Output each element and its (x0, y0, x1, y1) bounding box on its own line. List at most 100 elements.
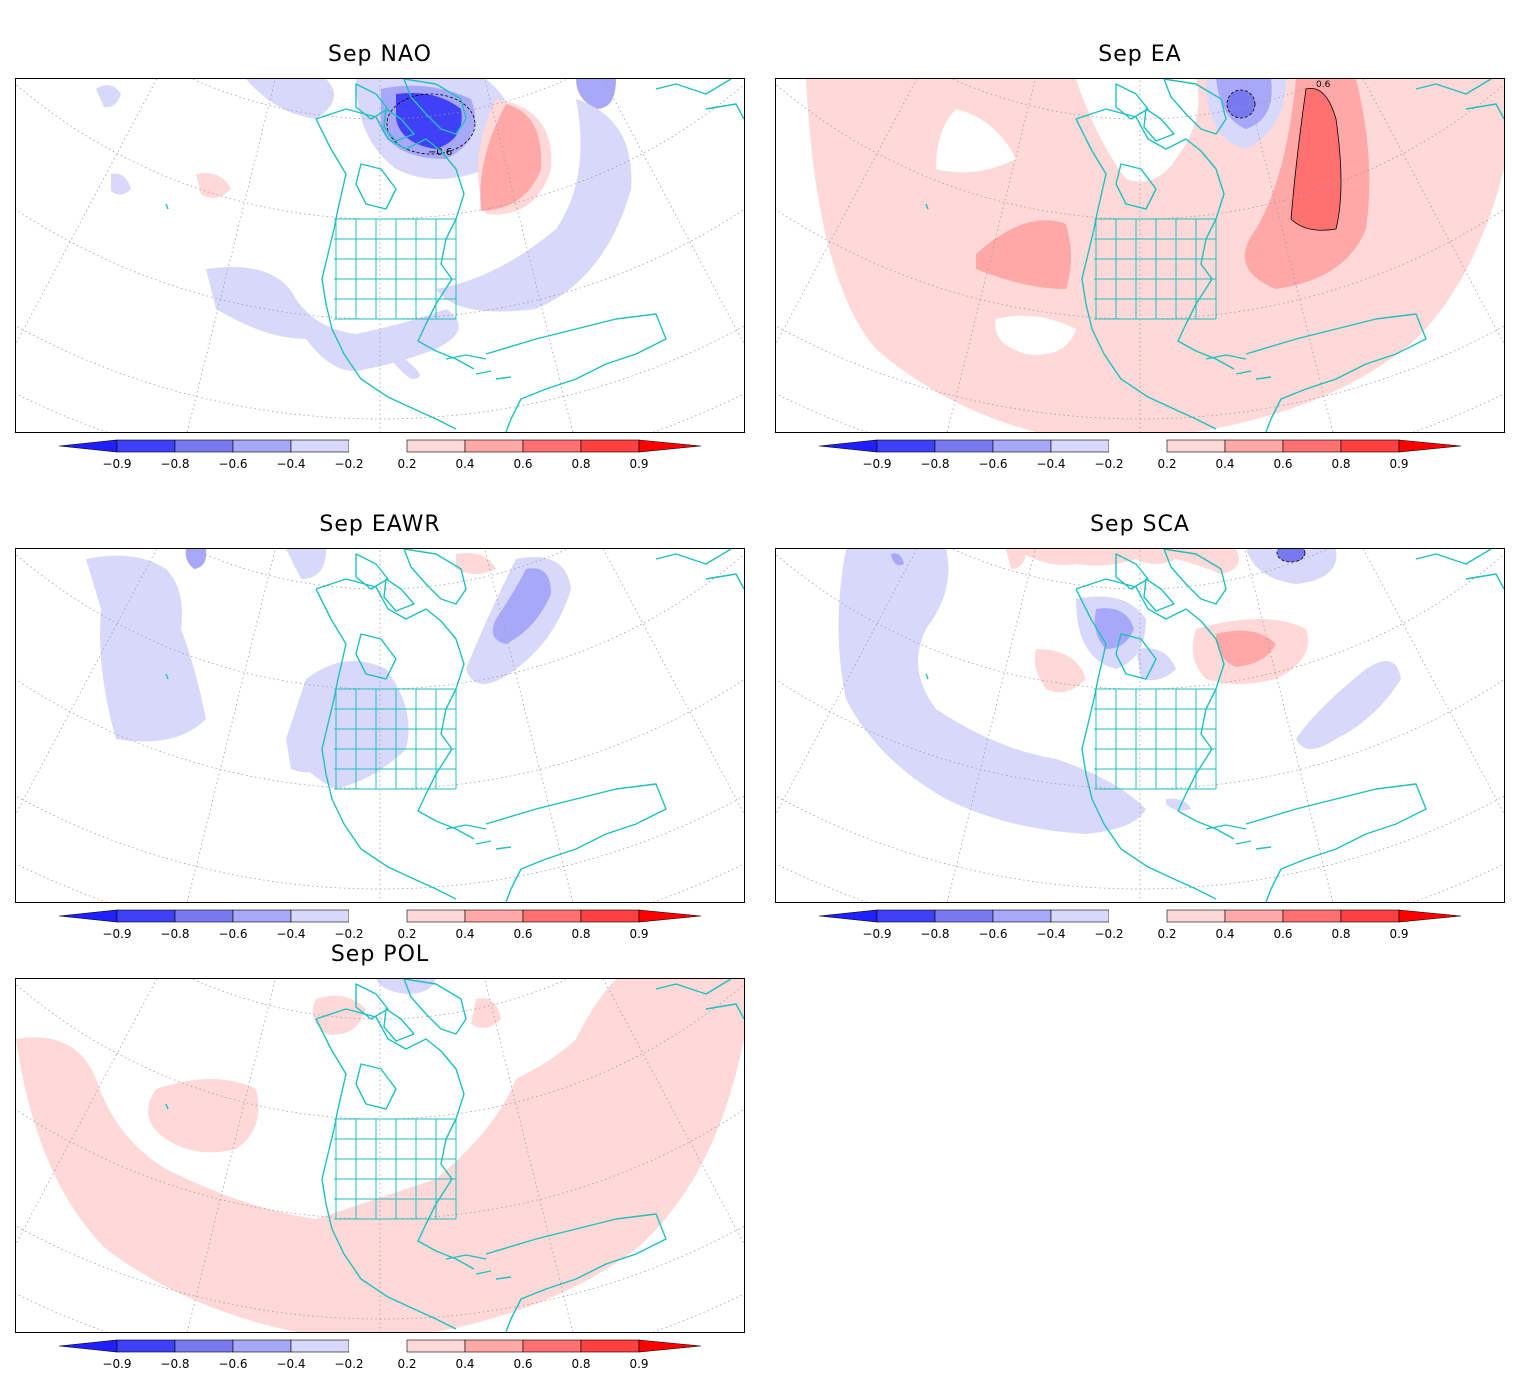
coast-segment (495, 376, 512, 380)
anomaly-region (206, 267, 459, 371)
coast-segment (355, 83, 389, 120)
coastline (165, 549, 744, 902)
coast-segment (475, 370, 492, 375)
panel-nao: Sep NAO −0.6 −0.9 −0.8 −0.6 −0.4 −0.2 0.2 0.4 0… (15, 0, 745, 471)
meridian-line (1389, 549, 1504, 576)
anomaly-region (86, 555, 206, 742)
colorbar-arrow-low (59, 1339, 118, 1353)
map-frame: −0.6 (15, 78, 745, 433)
colorbar-swatch (406, 439, 466, 453)
coast-segment (383, 1008, 415, 1042)
coast-segment (315, 1018, 457, 1330)
anomaly-region (1296, 661, 1401, 749)
state-boundaries (1094, 688, 1217, 790)
colorbar: −0.9 −0.8 −0.6 −0.4 −0.2 0.2 0.4 0.6 0.8 0.9 (819, 909, 1461, 941)
coast-segment (705, 103, 744, 120)
coast-segment (1163, 549, 1227, 605)
near-zero-region (936, 109, 1016, 173)
colorbar-swatch (1340, 439, 1400, 453)
colorbar-tick-label: 0.8 (571, 457, 590, 471)
anomaly-region (1136, 648, 1176, 681)
colorbar-tick-label: −0.4 (1036, 927, 1065, 941)
colorbar-swatch (1166, 909, 1226, 923)
colorbar-tick-label: −0.9 (862, 457, 891, 471)
coast-segment (485, 313, 667, 432)
colorbar-tick-label: 0.4 (455, 1357, 474, 1371)
coast-segment (355, 983, 389, 1020)
coast-segment (1143, 578, 1175, 612)
colorbar-tick-label: 0.2 (397, 457, 416, 471)
meridian-line (186, 549, 276, 902)
coast-segment (315, 118, 457, 430)
colorbar-arrow-high (638, 1339, 701, 1353)
panel-title: Sep SCA (1090, 512, 1190, 537)
anomaly-region (1166, 798, 1191, 811)
coast-segment (1115, 83, 1149, 120)
colorbar-tick-label: −0.2 (334, 1357, 363, 1371)
anomaly-region (376, 979, 436, 994)
near-zero-region (1076, 79, 1199, 182)
near-zero-region (995, 315, 1076, 355)
state-boundaries (334, 688, 457, 790)
meridian-line (1362, 549, 1504, 815)
map-nao: −0.6 (16, 79, 744, 432)
colorbar-tick-label: 0.2 (397, 927, 416, 941)
coast-segment (1075, 588, 1217, 900)
colorbar-swatch (1166, 439, 1226, 453)
coast-segment (1075, 118, 1217, 430)
coast-segment (315, 588, 457, 900)
coast-segment (475, 1270, 492, 1275)
colorbar-tick-label: 0.4 (1215, 927, 1234, 941)
coast-segment (165, 673, 169, 680)
colorbar-tick-label: −0.8 (160, 457, 189, 471)
contour-line (1276, 549, 1306, 563)
graticule (776, 79, 1504, 432)
colorbar-swatch (174, 1339, 234, 1353)
colorbar-tick-label: −0.6 (978, 927, 1007, 941)
anomaly-region (286, 549, 326, 579)
coast-segment (1415, 549, 1492, 565)
colorbar-tick-label: −0.4 (1036, 457, 1065, 471)
state-boundaries (1094, 218, 1217, 320)
map-frame (775, 548, 1505, 903)
graticule (16, 979, 744, 1332)
anomaly-region (185, 549, 207, 569)
panel-title: Sep EAWR (319, 512, 441, 537)
graticule (776, 549, 1504, 902)
colorbar-tick-label: −0.4 (276, 927, 305, 941)
anomaly-region (891, 553, 904, 566)
coast-segment (655, 79, 732, 95)
colorbar-tick-label: −0.6 (978, 457, 1007, 471)
colorbar-tick-label: −0.8 (160, 927, 189, 941)
coast-segment (655, 979, 732, 995)
colorbar-tick-label: 0.6 (513, 927, 532, 941)
colorbar-swatch (464, 1339, 524, 1353)
colorbar-tick-label: 0.6 (1273, 457, 1292, 471)
map-frame: 0.6 (775, 78, 1505, 433)
colorbar-tick-label: 0.2 (1157, 457, 1176, 471)
colorbar-swatch (116, 439, 176, 453)
colorbar-tick-label: −0.4 (276, 1357, 305, 1371)
colorbar-tick-label: 0.9 (629, 927, 648, 941)
coast-segment (403, 549, 467, 605)
colorbar-tick-label: −0.6 (218, 1357, 247, 1371)
coast-segment (1205, 824, 1247, 830)
coast-segment (1465, 573, 1504, 590)
coast-segment (925, 203, 929, 210)
panel-sca: Sep SCA −0.9 −0.8 −0.6 −0.4 −0.2 0.2 0.4 0.6 0.8… (775, 470, 1505, 941)
colorbar-tick-label: 0.6 (1273, 927, 1292, 941)
meridian-line (581, 549, 744, 724)
anomaly-region (196, 173, 231, 198)
colorbar-swatch (1340, 909, 1400, 923)
coast-segment (383, 578, 415, 612)
coast-segment (1115, 553, 1149, 590)
coast-segment (1245, 783, 1427, 902)
state-boundaries (334, 218, 457, 320)
coast-segment (165, 1103, 169, 1110)
colorbar-tick-label: 0.8 (1331, 927, 1350, 941)
colorbar-tick-label: 0.4 (1215, 457, 1234, 471)
coast-segment (445, 354, 487, 360)
colorbar-arrow-high (1398, 909, 1461, 923)
anomaly-region (96, 85, 121, 108)
coast-segment (445, 824, 487, 830)
